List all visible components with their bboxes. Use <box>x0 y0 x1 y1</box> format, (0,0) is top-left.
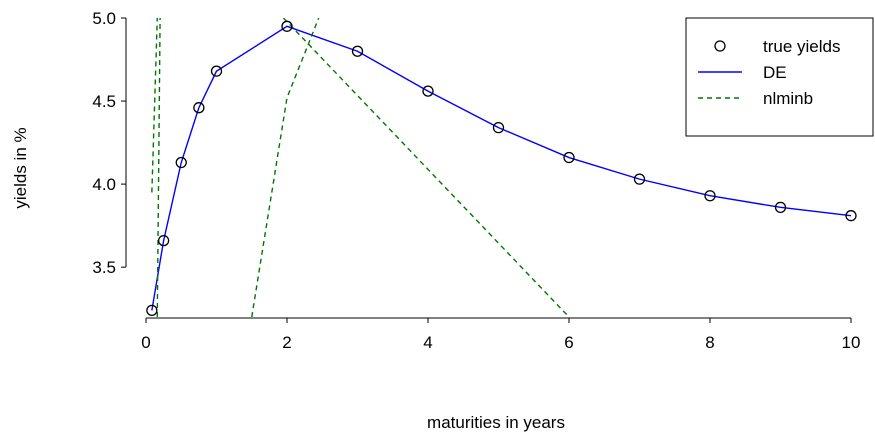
legend-true-yields-label: true yields <box>763 37 840 56</box>
x-tick-label: 4 <box>423 333 432 352</box>
nlminb-line <box>282 18 570 317</box>
legend-box <box>685 17 874 137</box>
true-yields-point <box>193 102 205 114</box>
x-tick-label: 8 <box>705 333 714 352</box>
x-tick-label: 0 <box>141 333 150 352</box>
true-yields-point <box>774 201 787 214</box>
true-yields-point <box>492 121 505 134</box>
x-tick-label: 10 <box>842 333 861 352</box>
true-yields-point <box>210 65 223 77</box>
true-yields-point <box>175 156 187 169</box>
true-yields-point <box>351 45 364 57</box>
true-yields-point <box>704 190 716 202</box>
true-yields-point <box>281 20 293 32</box>
true-yields-point <box>845 210 857 222</box>
legend-true-yields-swatch <box>714 40 726 52</box>
true-yields-point <box>633 173 646 185</box>
legend-de-label: DE <box>763 63 787 82</box>
nlminb-line <box>251 18 320 317</box>
y-tick-label: 5.0 <box>92 9 116 28</box>
nlminb-line <box>151 18 158 193</box>
marker-layer <box>146 20 857 317</box>
true-yields-point <box>422 85 434 97</box>
y-axis-title: yields in % <box>11 127 30 208</box>
x-axis: 0 2 4 6 8 10 <box>141 317 860 352</box>
true-yields-point <box>563 151 575 164</box>
y-tick-label: 3.5 <box>92 258 116 277</box>
true-yields-point <box>146 304 158 317</box>
plot-area <box>146 18 857 317</box>
x-tick-label: 6 <box>564 333 573 352</box>
series-layer <box>151 18 852 317</box>
nlminb-line <box>156 18 161 317</box>
y-tick-label: 4.5 <box>92 92 116 111</box>
x-ticks: 0 2 4 6 8 10 <box>141 318 860 352</box>
legend: true yields DE nlminb <box>685 17 874 137</box>
y-axis: 3.5 4.0 4.5 5.0 <box>92 9 127 277</box>
legend-nlminb-label: nlminb <box>763 89 813 108</box>
legend-items: true yields DE nlminb <box>698 37 840 108</box>
x-tick-label: 2 <box>282 333 291 352</box>
true-yields-point <box>157 234 170 247</box>
y-ticks: 3.5 4.0 4.5 5.0 <box>92 9 126 277</box>
de-line <box>151 25 852 311</box>
x-axis-title: maturities in years <box>427 413 565 432</box>
y-tick-label: 4.0 <box>92 175 116 194</box>
